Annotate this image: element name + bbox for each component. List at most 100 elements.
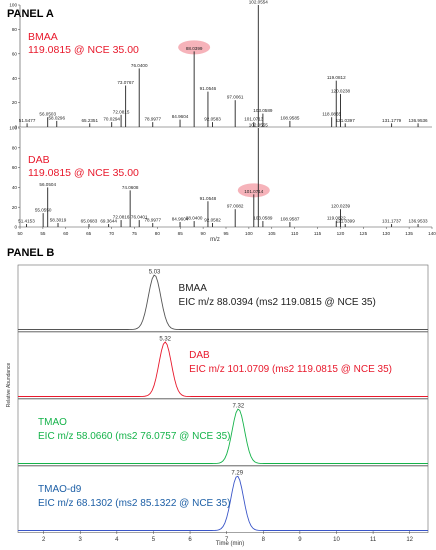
peak-label: 51.5477: [19, 118, 36, 123]
y-tick-label: 20: [12, 100, 18, 105]
compound-name: DAB: [189, 350, 210, 361]
peak-label: 103.0589: [253, 216, 273, 221]
trace: 5.32 DAB EIC m/z 101.0709 (ms2 119.0815 @ …: [17, 331, 429, 399]
peak-label: 78.9977: [144, 218, 161, 223]
peak-label: 92.0582: [204, 218, 221, 223]
y-tick-label: 40: [12, 185, 18, 190]
peak-label: 121.0397: [336, 118, 356, 123]
x-tick-label: 80: [155, 231, 161, 236]
chromatogram-line: [18, 274, 428, 330]
peak-label: 73.0767: [117, 80, 134, 85]
x-tick-label: 75: [132, 231, 138, 236]
panel-b-ylabel: Relative Abundance: [6, 363, 12, 408]
x-tick-label: 90: [201, 231, 207, 236]
precursor-label: 119.0815 @ NCE 35.00: [28, 167, 139, 179]
x-tick-label: 110: [291, 231, 299, 236]
y-tick-label: 40: [12, 76, 18, 81]
eic-label: EIC m/z 88.0394 (ms2 119.0815 @ NCE 35): [179, 297, 376, 308]
x-tick-label: 120: [337, 231, 345, 236]
peak-label: 84.9604: [172, 217, 189, 222]
peak-label: 103.0589: [253, 108, 273, 113]
x-tick-label: 125: [359, 231, 367, 236]
y-tick-label: 0: [14, 225, 17, 230]
peak-label: 119.0812: [327, 75, 346, 80]
x-tick-label: 95: [223, 231, 229, 236]
x-tick-label: 70: [109, 231, 115, 236]
panel-a-xlabel: m/z: [210, 237, 220, 243]
y-tick-label: 80: [12, 145, 18, 150]
x-tick-label: 100: [245, 231, 253, 236]
peak-label: 91.0548: [200, 196, 217, 201]
x-tick-label: 4: [115, 537, 119, 543]
retention-time-label: 7.32: [233, 404, 245, 410]
compound-name: DAB: [28, 154, 50, 166]
trace: 7.29 TMAO-d9 EIC m/z 68.1302 (ms2 85.1322 …: [17, 465, 429, 533]
peak-label: 102.0554: [249, 0, 269, 5]
peak-label: 102.0555: [249, 123, 269, 128]
y-tick-label: 80: [12, 27, 18, 32]
panel-b-xlabel: Time (min): [216, 541, 244, 547]
peak-label: 88.0399: [186, 46, 203, 51]
x-tick-label: 65: [86, 231, 92, 236]
peak-label: 55.0550: [35, 208, 52, 213]
chromatogram-line: [18, 408, 428, 464]
highlight-ellipse: [178, 40, 211, 55]
peak-label: 108.9585: [280, 115, 300, 120]
x-tick-label: 12: [406, 537, 413, 543]
peak-label: 136.9533: [408, 219, 428, 224]
peak-label: 121.0399: [336, 219, 356, 224]
peak-label: 101.0714: [244, 189, 264, 194]
x-tick-label: 115: [314, 231, 322, 236]
x-tick-label: 2: [42, 537, 46, 543]
y-tick-label: 20: [12, 205, 18, 210]
x-tick-label: 11: [370, 537, 377, 543]
x-tick-label: 5: [152, 537, 156, 543]
peak-label: 92.0583: [204, 117, 221, 122]
retention-time-label: 5.32: [159, 337, 171, 343]
peak-label: 58.3019: [50, 218, 67, 223]
chromatogram-line: [18, 341, 428, 397]
peak-label: 119.0822: [327, 216, 346, 221]
x-tick-label: 6: [188, 537, 192, 543]
peak-label: 136.9536: [408, 118, 428, 123]
y-tick-label: 100: [9, 3, 17, 8]
peak-label: 97.0082: [227, 204, 244, 209]
eic-label: EIC m/z 58.0660 (ms2 76.0757 @ NCE 35): [38, 431, 230, 442]
peak-label: 88.0400: [186, 216, 203, 221]
chromatogram-line: [18, 475, 428, 531]
compound-name: BMAA: [28, 31, 58, 43]
trace-frame: [17, 331, 429, 399]
trace-frame: [17, 398, 429, 466]
x-tick-label: 7: [225, 537, 229, 543]
x-tick-label: 60: [63, 231, 69, 236]
peak-label: 120.0238: [331, 89, 351, 94]
trace: 5.03 BMAA EIC m/z 88.0394 (ms2 119.0815 @ …: [17, 264, 429, 332]
panel-a-title: PANEL A: [7, 8, 54, 20]
highlight-ellipse: [237, 183, 270, 198]
y-tick-label: 100: [9, 126, 17, 131]
x-tick-label: 9: [298, 537, 302, 543]
trace: 7.32 TMAO EIC m/z 58.0660 (ms2 76.0757 @ N…: [17, 398, 429, 466]
x-tick-label: 10: [333, 537, 340, 543]
panel-b-title: PANEL B: [7, 247, 54, 259]
x-tick-label: 3: [79, 537, 83, 543]
x-tick-label: 50: [17, 231, 23, 236]
retention-time-label: 5.03: [149, 270, 161, 276]
peak-label: 131.1737: [382, 219, 402, 224]
peak-label: 78.9977: [144, 117, 161, 122]
peak-label: 97.0061: [227, 95, 244, 100]
y-tick-label: 0: [14, 125, 17, 130]
eic-label: EIC m/z 101.0709 (ms2 119.0815 @ NCE 35): [189, 364, 392, 375]
peak-label: 58.0296: [48, 115, 65, 120]
peak-label: 76.0400: [131, 63, 148, 68]
peak-label: 91.0546: [200, 86, 217, 91]
x-tick-label: 85: [178, 231, 184, 236]
peak-label: 56.0503: [39, 112, 56, 117]
x-tick-label: 140: [428, 231, 436, 236]
trace-frame: [17, 264, 429, 332]
retention-time-label: 7.29: [231, 471, 243, 477]
x-tick-label: 8: [262, 537, 266, 543]
